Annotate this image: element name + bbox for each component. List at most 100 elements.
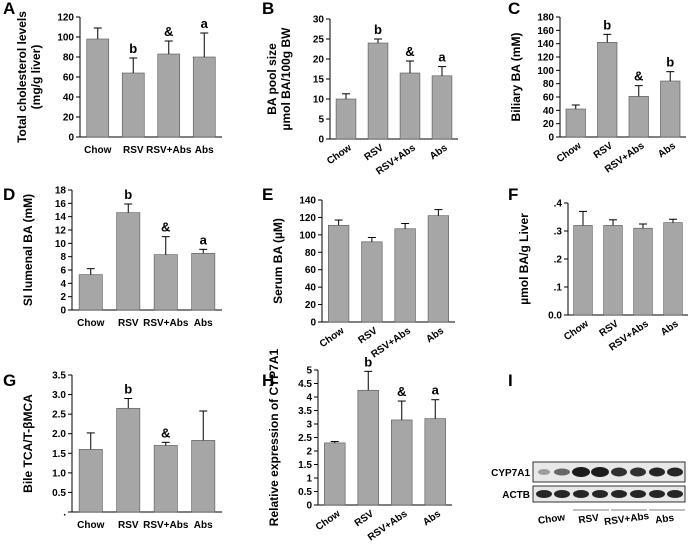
panel-label: B xyxy=(262,0,274,18)
y-tick-label: 120 xyxy=(57,13,74,24)
error-bar xyxy=(199,248,208,254)
y-tick-label: 3.5 xyxy=(52,371,66,382)
error-bar xyxy=(434,209,443,216)
y-tick-label: 40 xyxy=(305,283,317,294)
y-tick-label: 20 xyxy=(305,300,317,311)
y-tick-label: 2.5 xyxy=(52,410,66,421)
y-tick-label: .2 xyxy=(554,255,563,266)
y-tick-label: 120 xyxy=(299,213,316,224)
x-tick-label: Abs xyxy=(194,318,213,329)
x-tick-label: RSV xyxy=(592,140,615,161)
group-label: RSV xyxy=(578,513,600,527)
x-tick-label: Chow xyxy=(318,325,347,350)
error-bar xyxy=(374,38,382,43)
bar xyxy=(399,72,421,140)
error-bar xyxy=(579,210,587,226)
y-tick-label: 140 xyxy=(299,196,316,207)
y-tick-label: 60 xyxy=(543,93,555,104)
error-bar xyxy=(603,33,612,43)
y-tick-label: 180 xyxy=(537,13,554,24)
y-tick-label: 4 xyxy=(60,279,66,290)
y-tick-label: 6 xyxy=(60,266,66,277)
group-label: RSV+Abs xyxy=(603,511,650,528)
bar xyxy=(192,56,216,138)
error-bar xyxy=(161,441,170,446)
panel-label: I xyxy=(508,371,513,390)
bar xyxy=(394,228,416,323)
x-tick-label: Abs xyxy=(195,145,214,156)
error-bar xyxy=(406,60,414,73)
error-bar xyxy=(571,104,580,109)
y-tick-label: 100 xyxy=(537,66,554,77)
x-tick-label: Chow xyxy=(314,508,343,533)
y-tick-label: 20 xyxy=(63,113,75,124)
y-axis-label: Serum BA (µM) xyxy=(271,218,285,304)
annotation: & xyxy=(405,44,414,59)
y-tick-label: 18 xyxy=(55,186,67,197)
x-tick-label: Chow xyxy=(325,142,354,167)
row-label: ACTB xyxy=(502,490,530,501)
bar xyxy=(324,442,346,506)
y-tick-label: 20 xyxy=(313,55,325,66)
panel-label: E xyxy=(262,185,273,204)
y-tick-label: 12 xyxy=(55,226,67,237)
y-tick-label: 25 xyxy=(313,35,325,46)
y-axis-label: Biliary BA (mM) xyxy=(509,33,523,122)
panel-label: G xyxy=(3,371,16,390)
y-tick-label: 3 xyxy=(306,420,312,431)
y-tick-label: 3.5 xyxy=(298,406,312,417)
annotation: a xyxy=(432,383,440,398)
y-tick-label: 0 xyxy=(68,133,74,144)
y-tick-label: 8 xyxy=(60,252,66,263)
annotation: b xyxy=(129,41,137,56)
bar xyxy=(78,449,103,513)
y-tick-label: 0.5 xyxy=(298,487,312,498)
bar xyxy=(361,241,383,323)
error-bar xyxy=(609,219,617,226)
annotation: b xyxy=(124,381,132,396)
x-tick-label: Chow xyxy=(77,520,104,531)
bar xyxy=(153,254,178,311)
bar xyxy=(153,445,178,513)
bar xyxy=(357,389,379,506)
bar xyxy=(628,96,649,138)
y-tick-label: 15 xyxy=(313,75,325,86)
panel-label: H xyxy=(262,371,274,390)
error-bar xyxy=(129,57,138,73)
y-tick-label: 0 xyxy=(306,501,312,512)
y-tick-label: 60 xyxy=(305,265,317,276)
group-label: Chow xyxy=(537,512,566,527)
error-bar xyxy=(666,71,675,81)
y-tick-label: 1 xyxy=(306,474,312,485)
bar xyxy=(116,407,141,513)
annotation: b xyxy=(666,55,674,70)
y-axis-label: Bile TCA/T-βMCA xyxy=(21,394,35,493)
y-tick-label: 4.5 xyxy=(298,379,312,390)
x-tick-label: RSV xyxy=(356,325,379,346)
y-tick-label: 100 xyxy=(57,33,74,44)
bands xyxy=(536,467,683,498)
y-axis-label: SI lumenal BA (mM) xyxy=(21,194,35,306)
panel-label: F xyxy=(508,185,518,204)
y-tick-label: 100 xyxy=(299,230,316,241)
y-tick-label: 20 xyxy=(543,119,555,130)
bar xyxy=(191,440,216,513)
error-bar xyxy=(669,218,677,223)
x-tick-label: RSV+Abs xyxy=(143,318,189,329)
bar xyxy=(191,253,216,311)
y-tick-label: 1.5 xyxy=(298,460,312,471)
bar xyxy=(157,53,181,138)
annotation: & xyxy=(164,24,173,39)
y-tick-label: 16 xyxy=(55,199,67,210)
y-tick-label: 80 xyxy=(543,79,555,90)
error-bar xyxy=(639,223,647,229)
x-tick-label: RSV xyxy=(353,508,376,529)
x-tick-label: Abs xyxy=(659,318,681,338)
y-axis-label: µmol BA/g Liver xyxy=(517,213,531,305)
x-tick-label: Abs xyxy=(656,140,678,160)
bar xyxy=(391,419,413,506)
annotation: a xyxy=(438,50,446,65)
bar xyxy=(597,42,618,138)
y-tick-label: 2.0 xyxy=(52,429,66,440)
x-tick-label: RSV+Abs xyxy=(143,520,189,531)
